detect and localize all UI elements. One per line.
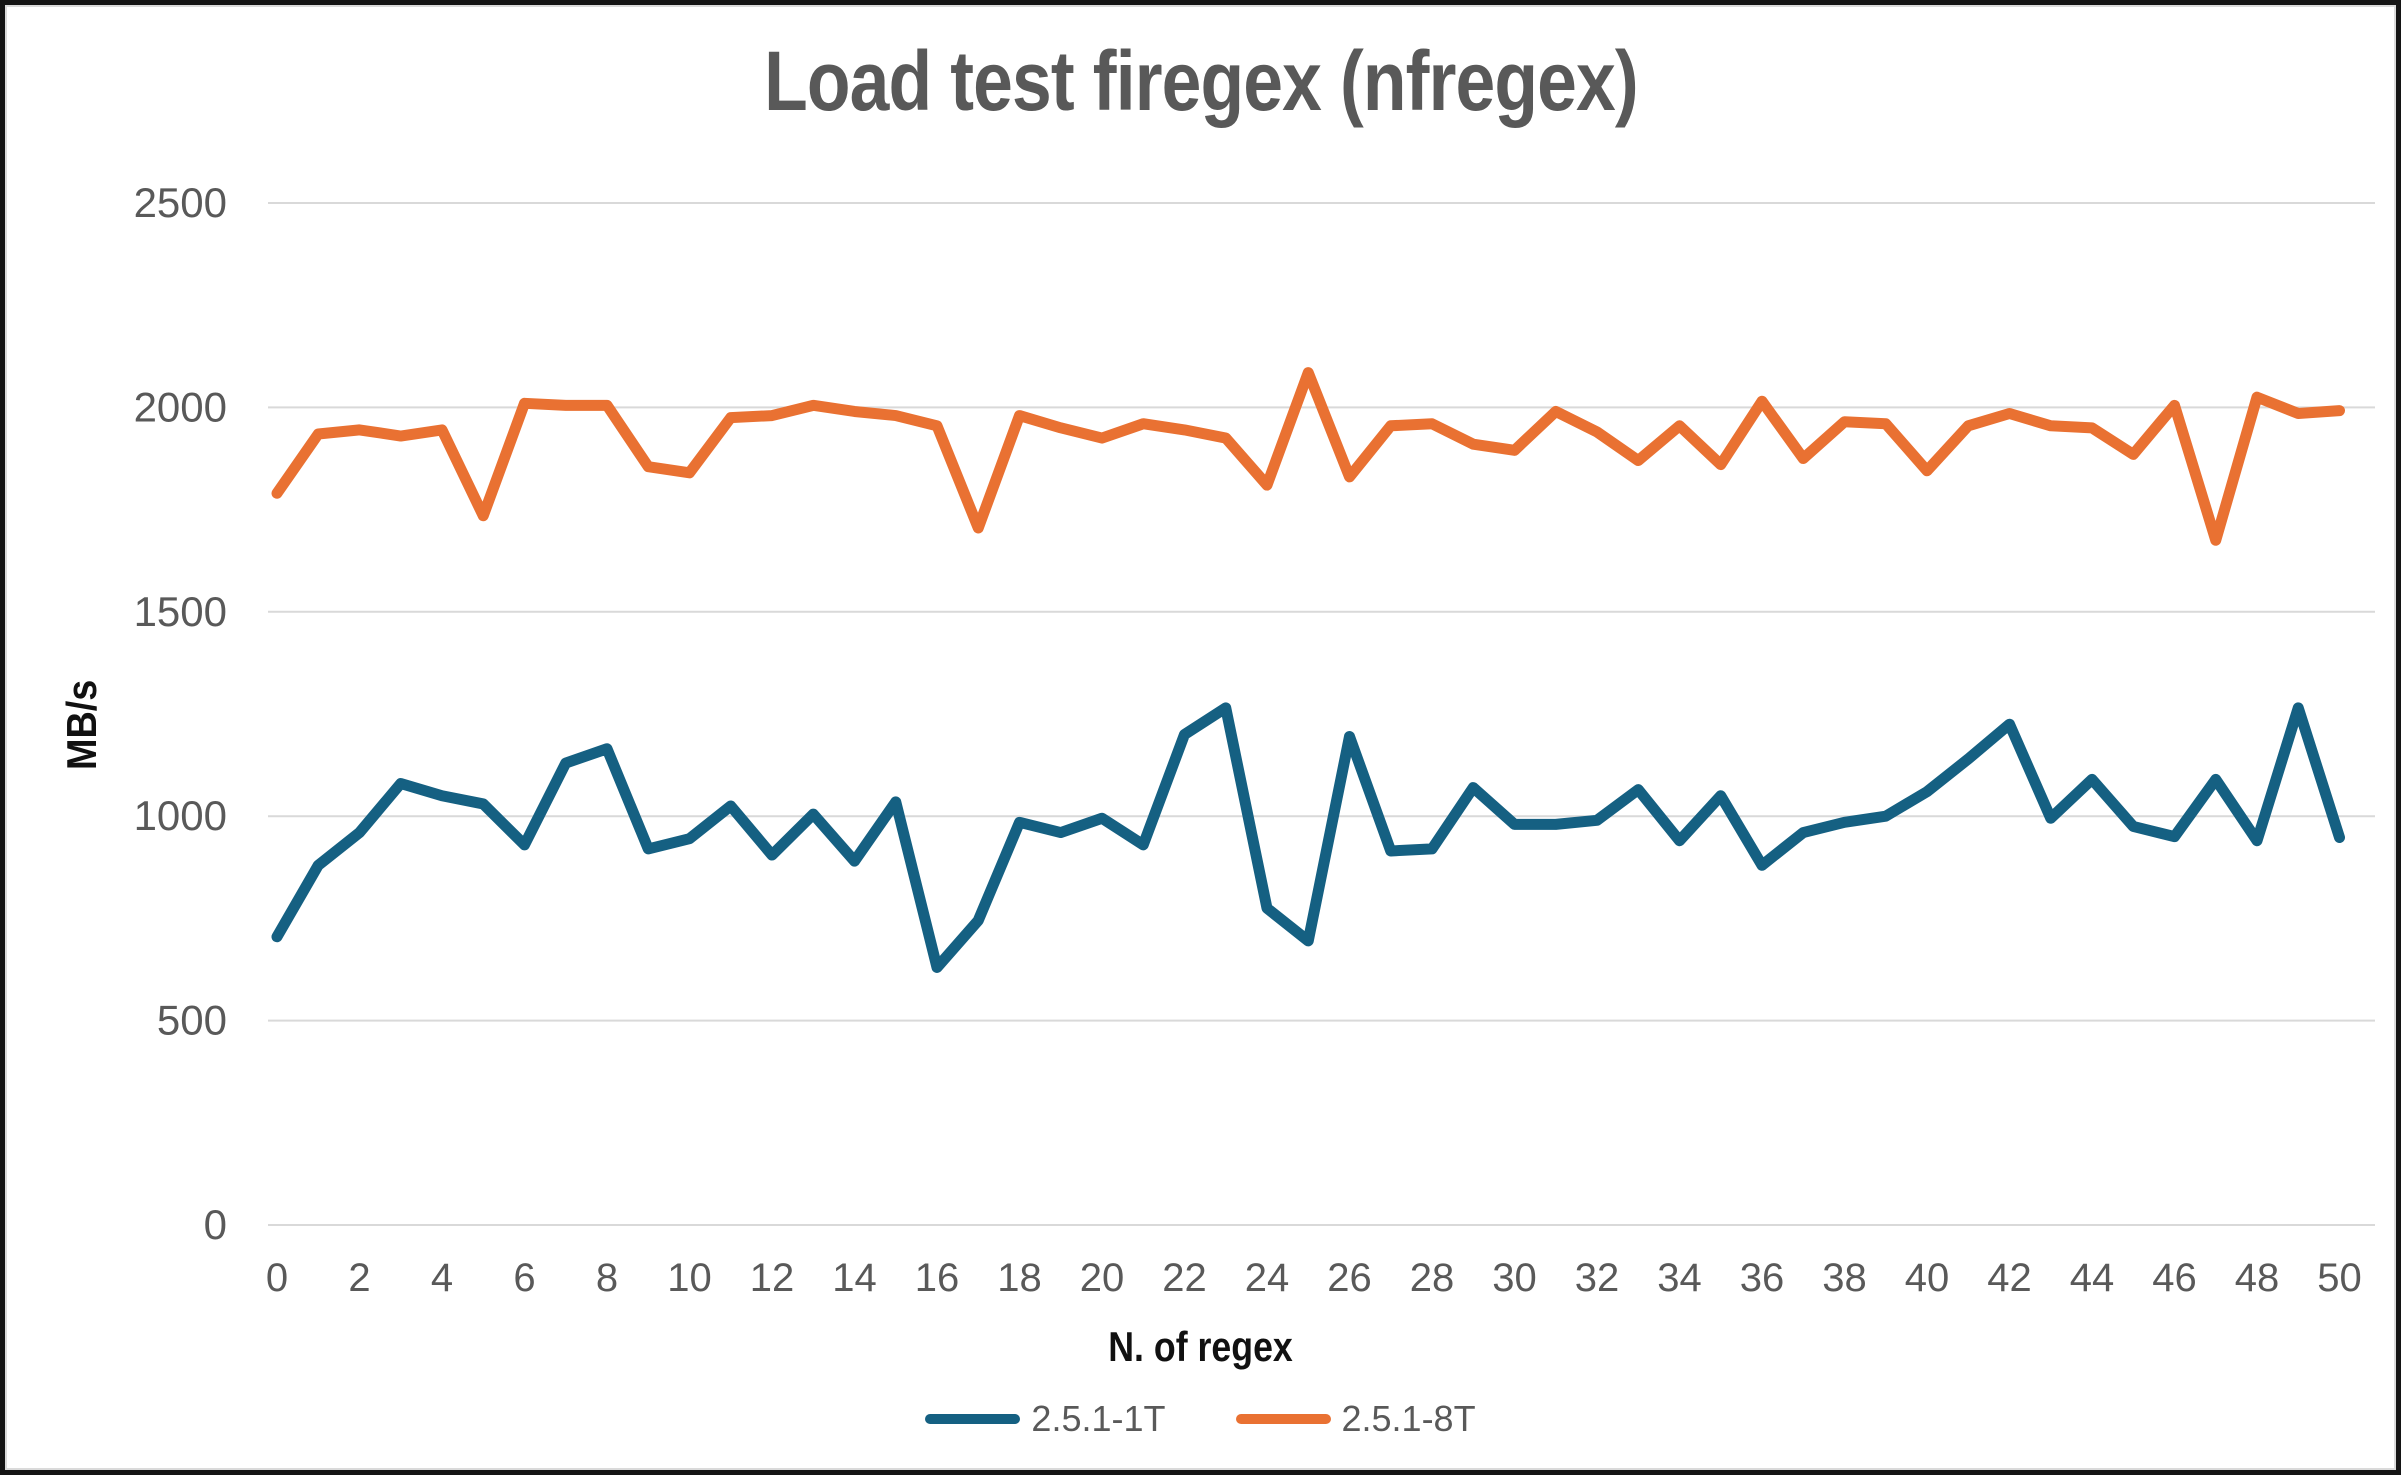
x-tick-label-2: 2 [348,1256,370,1300]
x-axis-title: N. of regex [5,1323,2396,1371]
chart-title: Load test firegex (nfregex) [5,34,2396,128]
legend-label-2-5-1-8T: 2.5.1-8T [1341,1398,1476,1439]
y-tick-label-2000: 2000 [134,383,227,430]
x-axis-title-text: N. of regex [1108,1323,1293,1370]
x-tick-label-38: 38 [1822,1256,1867,1300]
chart-title-text: Load test firegex (nfregex) [763,34,1639,128]
x-tick-label-10: 10 [667,1256,712,1300]
legend-item-2-5-1-1T: 2.5.1-1T [925,1398,1166,1440]
x-tick-label-36: 36 [1740,1256,1785,1300]
y-tick-label-2500: 2500 [134,179,227,226]
x-tick-label-16: 16 [915,1256,960,1300]
x-tick-label-44: 44 [2070,1256,2115,1300]
x-tick-label-14: 14 [832,1256,877,1300]
x-tick-label-40: 40 [1905,1256,1950,1300]
x-tick-label-34: 34 [1657,1256,1702,1300]
x-tick-label-6: 6 [513,1256,535,1300]
y-tick-label-0: 0 [204,1201,227,1248]
x-tick-label-24: 24 [1245,1256,1290,1300]
x-tick-label-30: 30 [1492,1256,1537,1300]
x-tick-label-4: 4 [431,1256,453,1300]
series-line-2-5-1-1T [271,702,2345,973]
x-tick-label-20: 20 [1080,1256,1125,1300]
legend-item-2-5-1-8T: 2.5.1-8T [1235,1398,1476,1440]
series-line-2-5-1-8T [271,367,2345,546]
x-tick-label-26: 26 [1327,1256,1372,1300]
x-tick-label-32: 32 [1575,1256,1620,1300]
y-tick-label-1000: 1000 [134,792,227,839]
x-tick-label-18: 18 [997,1256,1042,1300]
x-tick-label-50: 50 [2317,1256,2362,1300]
legend-label-2-5-1-1T: 2.5.1-1T [1031,1398,1166,1439]
x-tick-label-46: 46 [2152,1256,2197,1300]
x-tick-label-28: 28 [1410,1256,1455,1300]
x-tick-label-12: 12 [750,1256,795,1300]
x-tick-label-0: 0 [266,1256,288,1300]
legend-swatch-2-5-1-1T [925,1414,1021,1424]
x-tick-label-48: 48 [2235,1256,2280,1300]
x-tick-label-22: 22 [1162,1256,1207,1300]
x-tick-label-8: 8 [596,1256,618,1300]
x-tick-label-42: 42 [1987,1256,2032,1300]
legend: 2.5.1-1T 2.5.1-8T [5,1398,2396,1440]
y-tick-label-1500: 1500 [134,588,227,635]
legend-swatch-2-5-1-8T [1235,1414,1331,1424]
y-tick-label-500: 500 [157,997,227,1044]
